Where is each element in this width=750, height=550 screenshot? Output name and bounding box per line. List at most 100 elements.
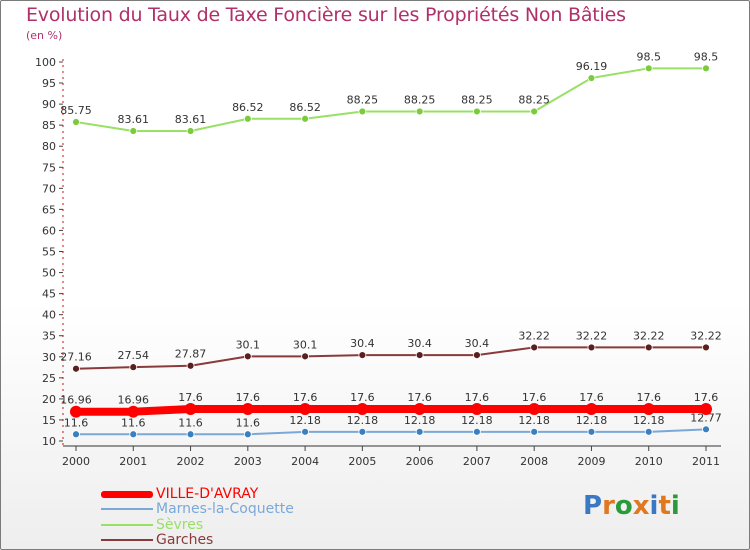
x-tick-label: 2010	[635, 455, 663, 468]
y-tick-label: 65	[42, 203, 56, 216]
data-label-marnes-la-coquette: 12.18	[518, 414, 550, 427]
x-tick-label: 2006	[406, 455, 434, 468]
data-label-garches: 30.1	[236, 338, 261, 351]
data-point-garches	[186, 361, 195, 370]
data-point-marnes-la-coquette	[587, 427, 596, 436]
y-tick-label: 90	[42, 98, 56, 111]
data-point-marnes-la-coquette	[243, 430, 252, 439]
data-point-ville-d-avray	[299, 402, 312, 415]
data-label-ville-d-avray: 16.96	[118, 394, 150, 407]
data-point-garches	[702, 343, 710, 352]
logo-letter: t	[658, 491, 671, 521]
y-tick-label: 85	[42, 119, 56, 132]
data-point-s-vres	[243, 114, 252, 123]
legend-label-marnes-la-coquette: Marnes-la-Coquette	[156, 501, 294, 517]
data-point-s-vres	[473, 107, 481, 116]
data-label-s-vres: 88.25	[461, 93, 493, 106]
x-tick-label: 2003	[234, 455, 262, 468]
data-point-s-vres	[186, 127, 195, 135]
data-label-s-vres: 88.25	[518, 93, 550, 106]
series-line-ville-d-avray	[72, 404, 710, 416]
data-label-ville-d-avray: 17.6	[522, 391, 547, 404]
data-label-s-vres: 86.52	[289, 101, 321, 114]
data-label-garches: 32.22	[633, 329, 665, 342]
data-label-marnes-la-coquette: 11.6	[236, 416, 261, 429]
data-point-ville-d-avray	[470, 402, 483, 415]
data-point-s-vres	[415, 107, 424, 116]
data-point-s-vres	[129, 127, 138, 135]
data-point-garches	[415, 351, 424, 359]
data-point-marnes-la-coquette	[644, 427, 653, 436]
data-label-ville-d-avray: 17.6	[694, 391, 719, 404]
y-tick-label: 35	[42, 330, 56, 343]
data-label-marnes-la-coquette: 12.18	[404, 414, 436, 427]
x-tick-label: 2007	[463, 455, 491, 468]
data-point-garches	[644, 343, 653, 352]
data-point-ville-d-avray	[528, 402, 541, 415]
y-tick-label: 80	[42, 140, 56, 153]
legend-swatch-garches	[101, 539, 153, 541]
data-label-s-vres: 83.61	[118, 113, 150, 126]
y-tick-label: 15	[42, 414, 56, 427]
data-point-garches	[587, 343, 596, 352]
y-tick-label: 70	[42, 182, 56, 195]
data-point-ville-d-avray	[241, 402, 254, 415]
data-label-s-vres: 88.25	[404, 93, 436, 106]
logo-letter: r	[602, 491, 615, 521]
y-tick-label: 40	[42, 309, 56, 322]
legend-label-garches: Garches	[156, 532, 214, 548]
data-label-s-vres: 98.5	[694, 50, 719, 63]
data-label-marnes-la-coquette: 11.6	[178, 416, 203, 429]
y-tick-label: 45	[42, 288, 56, 301]
data-label-s-vres: 88.25	[347, 93, 379, 106]
series-line-garches	[75, 346, 707, 370]
data-label-marnes-la-coquette: 12.18	[461, 414, 493, 427]
data-label-ville-d-avray: 17.6	[350, 391, 375, 404]
legend-label-sevres: Sèvres	[156, 517, 204, 533]
data-point-marnes-la-coquette	[129, 430, 138, 439]
y-tick-label: 55	[42, 246, 56, 259]
data-label-s-vres: 98.5	[636, 50, 661, 63]
legend-swatch-ville-davray	[101, 491, 153, 498]
data-point-ville-d-avray	[356, 402, 369, 415]
x-tick-label: 2008	[520, 455, 548, 468]
data-label-s-vres: 85.75	[60, 104, 92, 117]
data-label-s-vres: 96.19	[576, 60, 608, 73]
data-point-garches	[358, 351, 367, 359]
y-tick-label: 100	[35, 56, 56, 69]
proxiti-logo: Proxiti	[583, 491, 680, 521]
data-label-garches: 27.54	[118, 349, 150, 362]
data-point-marnes-la-coquette	[358, 427, 367, 436]
data-point-s-vres	[358, 107, 367, 116]
data-label-marnes-la-coquette: 12.18	[633, 414, 665, 427]
data-label-ville-d-avray: 17.6	[407, 391, 432, 404]
y-tick-label: 95	[42, 77, 56, 90]
data-label-ville-d-avray: 17.6	[579, 391, 604, 404]
data-label-marnes-la-coquette: 11.6	[121, 416, 146, 429]
data-label-garches: 32.22	[518, 329, 550, 342]
y-tick-label: 75	[42, 161, 56, 174]
logo-letter: o	[614, 491, 633, 521]
y-tick-label: 10	[42, 435, 56, 448]
x-tick-label: 2001	[119, 455, 147, 468]
data-point-ville-d-avray	[642, 402, 655, 415]
data-label-s-vres: 86.52	[232, 101, 264, 114]
data-point-s-vres	[702, 64, 710, 73]
data-point-marnes-la-coquette	[186, 430, 195, 439]
y-tick-label: 50	[42, 267, 56, 280]
data-label-marnes-la-coquette: 11.6	[64, 416, 89, 429]
data-point-marnes-la-coquette	[530, 427, 539, 436]
data-point-ville-d-avray	[184, 402, 197, 415]
series-line-s-vres	[75, 67, 707, 133]
data-point-garches	[129, 363, 138, 372]
logo-letter: x	[632, 491, 650, 521]
y-tick-label: 60	[42, 224, 56, 237]
legend-swatch-sevres	[101, 524, 153, 526]
data-label-marnes-la-coquette: 12.18	[576, 414, 608, 427]
data-point-ville-d-avray	[585, 402, 598, 415]
data-point-marnes-la-coquette	[473, 427, 481, 436]
data-point-marnes-la-coquette	[702, 425, 710, 434]
data-label-ville-d-avray: 17.6	[236, 391, 261, 404]
unit-label: (en %)	[26, 29, 63, 42]
y-tick-label: 30	[42, 351, 56, 364]
